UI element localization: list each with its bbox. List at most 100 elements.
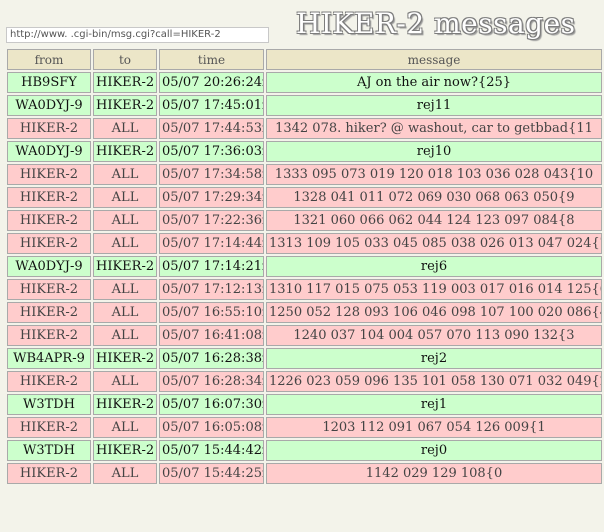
cell-time: 05/07 16:28:38z: [159, 348, 264, 369]
table-header-row: from to time message: [7, 49, 602, 70]
cell-time: 05/07 17:45:01z: [159, 95, 264, 116]
cell-from: HIKER-2: [7, 302, 91, 323]
cell-from: HIKER-2: [7, 233, 91, 254]
table-row: HIKER-2 ALL 05/07 16:28:34z 1226 023 059 09…: [7, 371, 602, 392]
cell-message: AJ on the air now?{25}: [266, 72, 602, 93]
cell-to: ALL: [93, 210, 157, 231]
cell-time: 05/07 16:05:08z: [159, 417, 264, 438]
cell-to: ALL: [93, 325, 157, 346]
cell-time: 05/07 15:44:25z: [159, 463, 264, 484]
column-header-message: message: [266, 49, 602, 70]
cell-time: 05/07 20:26:24z: [159, 72, 264, 93]
cell-to: ALL: [93, 463, 157, 484]
cell-time: 05/07 17:14:21z: [159, 256, 264, 277]
table-row: WB4APR-9 HIKER-2 05/07 16:28:38z rej2: [7, 348, 602, 369]
cell-to: ALL: [93, 118, 157, 139]
cell-message: 1250 052 128 093 106 046 098 107 100 020…: [266, 302, 602, 323]
cell-time: 05/07 17:36:03z: [159, 141, 264, 162]
cell-from: HIKER-2: [7, 279, 91, 300]
cell-to: ALL: [93, 302, 157, 323]
table-row: HB9SFY HIKER-2 05/07 20:26:24z AJ on the ai…: [7, 72, 602, 93]
cell-to: HIKER-2: [93, 95, 157, 116]
table-row: WA0DYJ-9 HIKER-2 05/07 17:45:01z rej11: [7, 95, 602, 116]
table-row: HIKER-2 ALL 05/07 16:41:08z 1240 037 104 00…: [7, 325, 602, 346]
cell-message: rej1: [266, 394, 602, 415]
cell-time: 05/07 16:41:08z: [159, 325, 264, 346]
table-row: HIKER-2 ALL 05/07 16:55:10z 1250 052 128 09…: [7, 302, 602, 323]
cell-message: rej2: [266, 348, 602, 369]
cell-time: 05/07 17:29:34z: [159, 187, 264, 208]
cell-from: HIKER-2: [7, 371, 91, 392]
column-header-to: to: [93, 49, 157, 70]
cell-time: 05/07 17:12:13z: [159, 279, 264, 300]
cell-to: HIKER-2: [93, 394, 157, 415]
table-row: HIKER-2 ALL 05/07 16:05:08z 1203 112 091 06…: [7, 417, 602, 438]
cell-from: HIKER-2: [7, 325, 91, 346]
cell-to: HIKER-2: [93, 72, 157, 93]
cell-from: HIKER-2: [7, 210, 91, 231]
cell-time: 05/07 16:55:10z: [159, 302, 264, 323]
cell-to: ALL: [93, 279, 157, 300]
cell-from: W3TDH: [7, 394, 91, 415]
cell-time: 05/07 17:44:53z: [159, 118, 264, 139]
cell-from: HIKER-2: [7, 118, 91, 139]
cell-to: HIKER-2: [93, 348, 157, 369]
table-row: HIKER-2 ALL 05/07 15:44:25z 1142 029 129 10…: [7, 463, 602, 484]
column-header-time: time: [159, 49, 264, 70]
cell-message: rej11: [266, 95, 602, 116]
table-row: W3TDH HIKER-2 05/07 16:07:30z rej1: [7, 394, 602, 415]
cell-from: HIKER-2: [7, 164, 91, 185]
table-row: HIKER-2 ALL 05/07 17:22:36z 1321 060 066 06…: [7, 210, 602, 231]
cell-to: HIKER-2: [93, 440, 157, 461]
cell-time: 05/07 15:44:42z: [159, 440, 264, 461]
cell-message: 1313 109 105 033 045 085 038 026 013 047…: [266, 233, 602, 254]
cell-to: ALL: [93, 164, 157, 185]
cell-to: HIKER-2: [93, 256, 157, 277]
cell-time: 05/07 17:34:58z: [159, 164, 264, 185]
cell-message: rej0: [266, 440, 602, 461]
cell-message: 1142 029 129 108{0: [266, 463, 602, 484]
cell-message: 1240 037 104 004 057 070 113 090 132{3: [266, 325, 602, 346]
cell-message: 1226 023 059 096 135 101 058 130 071 032…: [266, 371, 602, 392]
cell-from: HIKER-2: [7, 187, 91, 208]
cell-to: ALL: [93, 233, 157, 254]
cell-from: HB9SFY: [7, 72, 91, 93]
table-row: HIKER-2 ALL 05/07 17:29:34z 1328 041 011 07…: [7, 187, 602, 208]
table-row: HIKER-2 ALL 05/07 17:44:53z 1342 078. hiker…: [7, 118, 602, 139]
cell-message: 1342 078. hiker? @ washout, car to getbb…: [266, 118, 602, 139]
cell-message: 1321 060 066 062 044 124 123 097 084{8: [266, 210, 602, 231]
table-row: WA0DYJ-9 HIKER-2 05/07 17:36:03z rej10: [7, 141, 602, 162]
cell-from: HIKER-2: [7, 463, 91, 484]
url-bar[interactable]: http://www. .cgi-bin/msg.cgi?call=HIKER-…: [6, 27, 269, 43]
column-header-from: from: [7, 49, 91, 70]
table-row: WA0DYJ-9 HIKER-2 05/07 17:14:21z rej6: [7, 256, 602, 277]
cell-message: 1203 112 091 067 054 126 009{1: [266, 417, 602, 438]
messages-table: from to time message HB9SFY HIKER-2 05/07 …: [5, 47, 604, 486]
cell-time: 05/07 16:07:30z: [159, 394, 264, 415]
cell-to: ALL: [93, 417, 157, 438]
messages-table-body: HB9SFY HIKER-2 05/07 20:26:24z AJ on the ai…: [7, 72, 602, 484]
table-row: HIKER-2 ALL 05/07 17:34:58z 1333 095 073 01…: [7, 164, 602, 185]
table-row: W3TDH HIKER-2 05/07 15:44:42z rej0: [7, 440, 602, 461]
cell-from: W3TDH: [7, 440, 91, 461]
cell-time: 05/07 17:22:36z: [159, 210, 264, 231]
cell-to: HIKER-2: [93, 141, 157, 162]
cell-from: WA0DYJ-9: [7, 95, 91, 116]
cell-to: ALL: [93, 187, 157, 208]
cell-message: rej10: [266, 141, 602, 162]
cell-to: ALL: [93, 371, 157, 392]
cell-message: rej6: [266, 256, 602, 277]
table-row: HIKER-2 ALL 05/07 17:14:44z 1313 109 105 03…: [7, 233, 602, 254]
page-header: http://www. .cgi-bin/msg.cgi?call=HIKER-…: [0, 0, 604, 46]
cell-from: WA0DYJ-9: [7, 141, 91, 162]
cell-time: 05/07 17:14:44z: [159, 233, 264, 254]
page-title: HIKER-2 messages: [296, 7, 576, 40]
cell-from: WA0DYJ-9: [7, 256, 91, 277]
cell-message: 1310 117 015 075 053 119 003 017 016 014…: [266, 279, 602, 300]
cell-time: 05/07 16:28:34z: [159, 371, 264, 392]
cell-from: HIKER-2: [7, 417, 91, 438]
cell-message: 1333 095 073 019 120 018 103 036 028 043…: [266, 164, 602, 185]
cell-message: 1328 041 011 072 069 030 068 063 050{9: [266, 187, 602, 208]
cell-from: WB4APR-9: [7, 348, 91, 369]
table-row: HIKER-2 ALL 05/07 17:12:13z 1310 117 015 07…: [7, 279, 602, 300]
